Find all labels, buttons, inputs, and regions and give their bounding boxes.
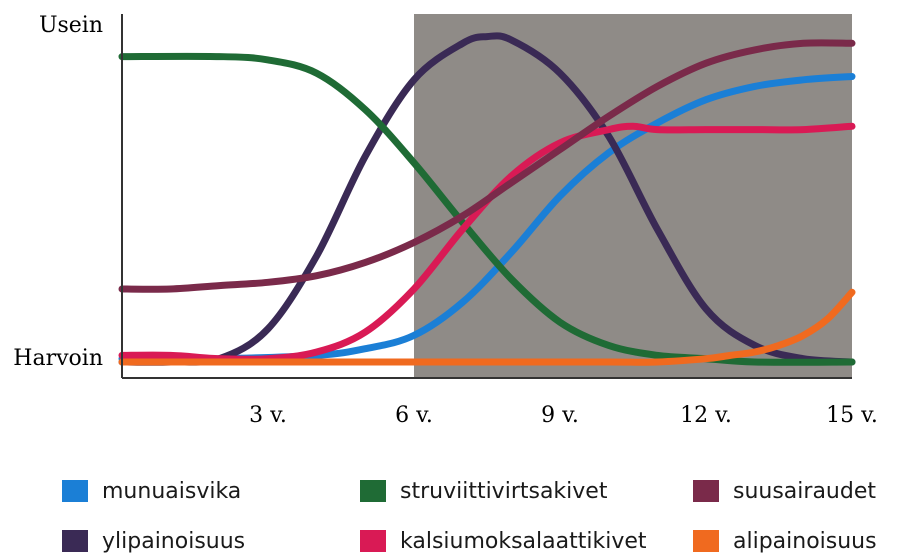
legend-label: alipainoisuus <box>733 528 877 554</box>
legend-swatch <box>62 480 88 502</box>
chart-canvas: Usein Harvoin 3 v. 6 v. 9 v. 12 v. 15 v. <box>13 13 878 428</box>
x-tick-label: 3 v. <box>249 403 287 428</box>
legend-item-struviittivirtsakivet: struviittivirtsakivet <box>360 476 607 506</box>
legend-item-kalsiumoksalaattikivet: kalsiumoksalaattikivet <box>360 526 647 556</box>
x-tick-label: 6 v. <box>395 403 433 428</box>
series-line-ylipainoisuus <box>118 32 856 366</box>
legend-item-munuaisvika: munuaisvika <box>62 476 241 506</box>
legend-label: struviittivirtsakivet <box>400 478 608 504</box>
shaded-region <box>414 14 852 378</box>
legend-label: munuaisvika <box>102 478 242 504</box>
legend-item-suusairaudet: suusairaudet <box>693 476 876 506</box>
shaded-region-rect <box>414 14 852 378</box>
x-tick-label: 9 v. <box>541 403 579 428</box>
legend-swatch <box>693 530 719 552</box>
legend-swatch <box>360 530 386 552</box>
x-tick-label: 15 v. <box>826 403 878 428</box>
legend-label: kalsiumoksalaattikivet <box>400 528 647 554</box>
x-ticks: 3 v. 6 v. 9 v. 12 v. 15 v. <box>249 403 878 428</box>
legend-item-ylipainoisuus: ylipainoisuus <box>62 526 245 556</box>
legend-swatch <box>62 530 88 552</box>
legend-item-alipainoisuus: alipainoisuus <box>693 526 877 556</box>
series-line-alipainoisuus <box>118 288 856 366</box>
legend-swatch <box>693 480 719 502</box>
legend-label: suusairaudet <box>733 478 876 504</box>
series-line-suusairaudet <box>118 39 856 293</box>
legend: munuaisvika struviittivirtsakivet suusaira… <box>0 470 897 556</box>
y-label-top: Usein <box>39 13 103 38</box>
legend-label: ylipainoisuus <box>102 528 246 554</box>
y-label-bottom: Harvoin <box>13 346 103 371</box>
x-tick-label: 12 v. <box>680 403 732 428</box>
legend-swatch <box>360 480 386 502</box>
series-lines <box>118 32 856 366</box>
